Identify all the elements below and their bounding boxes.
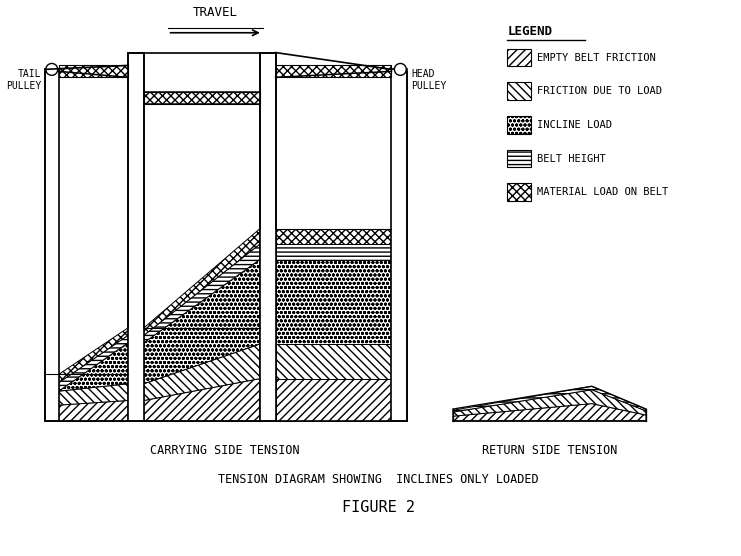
Polygon shape (144, 335, 260, 342)
Text: FIGURE 2: FIGURE 2 (342, 500, 415, 515)
Polygon shape (508, 183, 531, 201)
Text: BELT HEIGHT: BELT HEIGHT (537, 153, 605, 163)
Text: HEAD
PULLEY: HEAD PULLEY (411, 69, 447, 92)
Text: FRICTION DUE TO LOAD: FRICTION DUE TO LOAD (537, 86, 662, 96)
Polygon shape (59, 383, 128, 391)
Polygon shape (260, 53, 276, 421)
Polygon shape (508, 116, 531, 134)
Polygon shape (144, 244, 260, 342)
Polygon shape (144, 384, 260, 400)
Polygon shape (276, 260, 391, 344)
Polygon shape (276, 244, 391, 260)
Text: LEGEND: LEGEND (508, 25, 552, 38)
Polygon shape (59, 405, 128, 421)
Text: INCLINE LOAD: INCLINE LOAD (537, 120, 612, 130)
Polygon shape (59, 335, 128, 391)
Polygon shape (453, 386, 646, 412)
Polygon shape (59, 374, 128, 383)
Polygon shape (144, 92, 260, 104)
Polygon shape (508, 48, 531, 66)
Polygon shape (508, 150, 531, 167)
Polygon shape (144, 260, 260, 384)
Polygon shape (59, 400, 128, 421)
Polygon shape (144, 229, 260, 335)
Text: MATERIAL LOAD ON BELT: MATERIAL LOAD ON BELT (537, 187, 668, 197)
Polygon shape (144, 344, 260, 400)
Polygon shape (59, 384, 128, 405)
Polygon shape (59, 391, 128, 405)
Polygon shape (144, 379, 260, 421)
Text: EMPTY BELT FRICTION: EMPTY BELT FRICTION (537, 52, 656, 62)
Polygon shape (45, 70, 59, 421)
Polygon shape (276, 344, 391, 379)
Polygon shape (128, 53, 144, 421)
Circle shape (46, 63, 58, 75)
Text: CARRYING SIDE TENSION: CARRYING SIDE TENSION (150, 444, 300, 456)
Polygon shape (59, 342, 128, 391)
Polygon shape (508, 82, 531, 100)
Polygon shape (453, 404, 646, 421)
Text: RETURN SIDE TENSION: RETURN SIDE TENSION (482, 444, 617, 456)
Polygon shape (144, 328, 260, 335)
Text: TAIL
PULLEY: TAIL PULLEY (6, 69, 41, 92)
Text: TRAVEL: TRAVEL (193, 6, 238, 19)
Polygon shape (391, 70, 408, 421)
Polygon shape (144, 400, 260, 421)
Polygon shape (276, 229, 391, 244)
Polygon shape (59, 328, 128, 383)
Polygon shape (453, 390, 646, 416)
Polygon shape (276, 66, 391, 77)
Circle shape (394, 63, 406, 75)
Text: TENSION DIAGRAM SHOWING  INCLINES ONLY LOADED: TENSION DIAGRAM SHOWING INCLINES ONLY LO… (219, 473, 539, 486)
Polygon shape (59, 66, 128, 77)
Polygon shape (276, 379, 391, 421)
Polygon shape (144, 342, 260, 384)
